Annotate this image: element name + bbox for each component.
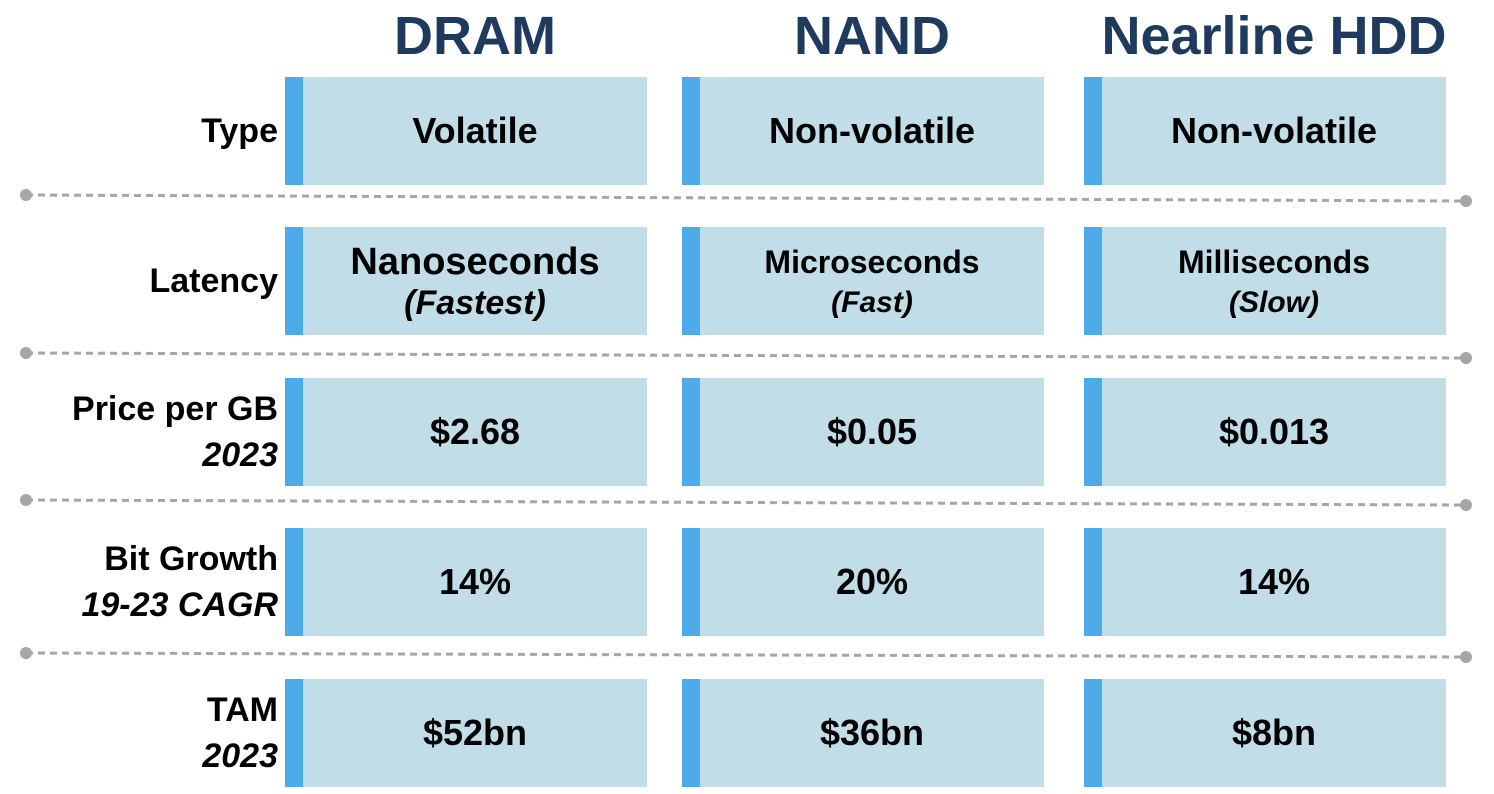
column-header-dram: DRAM [394, 6, 556, 66]
row-label-tam-main: TAM [206, 691, 278, 729]
row-label-type-main: Type [201, 112, 278, 150]
row-label-type: Type [0, 77, 278, 185]
cell-latency-nand-note: (Fast) [831, 286, 913, 319]
divider-3 [20, 494, 1472, 511]
row-label-tam: TAM 2023 [0, 679, 278, 787]
row-label-latency: Latency [0, 227, 279, 335]
cell-growth-nand: 20% [682, 528, 1044, 636]
cell-growth-hdd-value: 14% [1237, 561, 1311, 602]
row-label-latency-main: Latency [149, 262, 279, 300]
cell-tam-dram-value: $52bn [422, 712, 528, 753]
divider-1 [20, 189, 1472, 207]
cell-price-nand-value: $0.05 [826, 411, 918, 452]
cell-type-dram-value: Volatile [412, 110, 538, 151]
cell-latency-dram-value: Nanoseconds [350, 241, 600, 283]
column-header-nand: NAND [794, 6, 950, 66]
divider-2 [20, 347, 1472, 364]
cell-tam-nand: $36bn [682, 679, 1044, 787]
cell-latency-dram-note: (Fastest) [404, 284, 546, 322]
cell-price-dram-value: $2.68 [429, 411, 521, 452]
cell-tam-nand-value: $36bn [819, 712, 925, 753]
cell-latency-nand-value: Microseconds [764, 244, 980, 280]
cell-growth-dram-value: 14% [438, 561, 512, 602]
cell-growth-dram: 14% [285, 528, 647, 636]
cell-price-hdd-value: $0.013 [1218, 411, 1330, 452]
cell-type-nand: Non-volatile [682, 77, 1044, 185]
cell-price-hdd: $0.013 [1084, 378, 1446, 486]
cell-latency-hdd-note: (Slow) [1229, 286, 1319, 319]
cell-latency-hdd: Milliseconds (Slow) [1084, 227, 1446, 335]
cell-growth-hdd: 14% [1084, 528, 1446, 636]
row-label-tam-sub: 2023 [202, 737, 278, 775]
cell-growth-nand-value: 20% [835, 561, 909, 602]
cell-tam-dram: $52bn [285, 679, 647, 787]
cell-tam-hdd-value: $8bn [1231, 712, 1317, 753]
cell-type-nand-value: Non-volatile [768, 110, 975, 151]
row-label-price: Price per GB 2023 [0, 378, 278, 486]
row-label-bit-growth-main: Bit Growth [104, 540, 278, 578]
cell-price-nand: $0.05 [682, 378, 1044, 486]
cell-price-dram: $2.68 [285, 378, 647, 486]
cell-tam-hdd: $8bn [1084, 679, 1446, 787]
cell-latency-nand: Microseconds (Fast) [682, 227, 1044, 335]
row-label-price-sub: 2023 [202, 436, 278, 474]
divider-4 [20, 647, 1472, 663]
column-header-nearline-hdd: Nearline HDD [1101, 6, 1447, 66]
row-label-price-main: Price per GB [72, 390, 278, 428]
cell-latency-dram: Nanoseconds (Fastest) [285, 227, 647, 335]
cell-latency-hdd-value: Milliseconds [1177, 244, 1371, 280]
cell-type-hdd-value: Non-volatile [1170, 110, 1377, 151]
cell-type-dram: Volatile [285, 77, 647, 185]
cell-type-hdd: Non-volatile [1084, 77, 1446, 185]
row-label-bit-growth-sub: 19-23 CAGR [81, 586, 278, 624]
row-label-bit-growth: Bit Growth 19-23 CAGR [0, 528, 278, 636]
